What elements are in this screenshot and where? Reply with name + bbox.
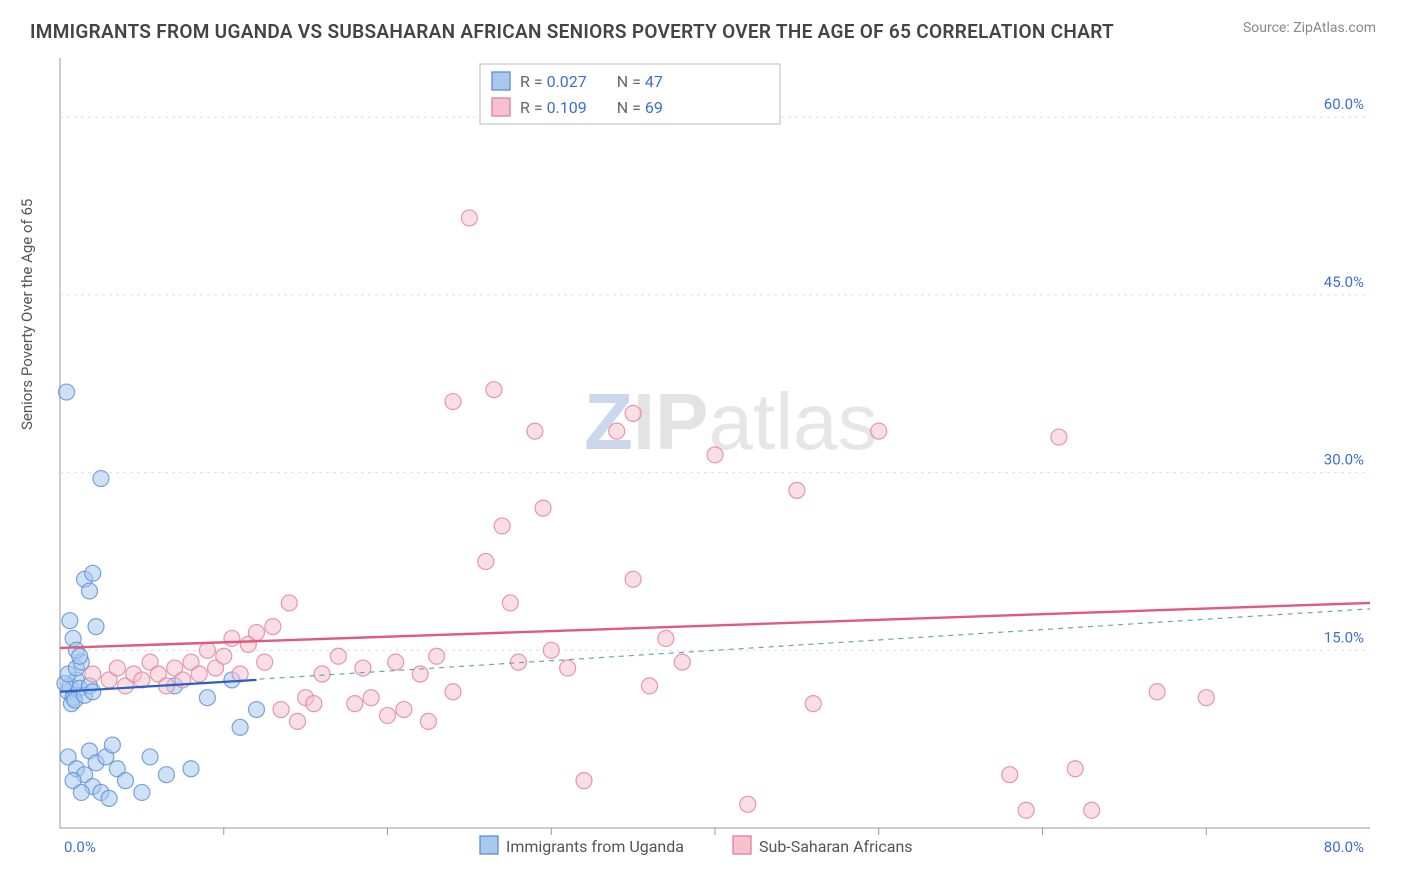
data-point (445, 684, 461, 700)
data-point (85, 666, 101, 682)
data-point (134, 784, 150, 800)
data-point (330, 648, 346, 664)
data-point (257, 654, 273, 670)
data-point (81, 583, 97, 599)
data-point (1018, 802, 1034, 818)
x-max-label: 80.0% (1324, 838, 1364, 856)
data-point (199, 690, 215, 706)
data-point (216, 648, 232, 664)
data-point (72, 648, 88, 664)
data-point (249, 702, 265, 718)
data-point (494, 518, 510, 534)
data-point (478, 553, 494, 569)
data-point (740, 796, 756, 812)
data-point (511, 654, 527, 670)
data-point (543, 642, 559, 658)
chart-title: IMMIGRANTS FROM UGANDA VS SUBSAHARAN AFR… (30, 20, 1114, 43)
data-point (265, 619, 281, 635)
data-point (249, 625, 265, 641)
data-point (363, 690, 379, 706)
chart-container: 15.0%30.0%45.0%60.0%ZIPatlasR = 0.027N =… (50, 58, 1406, 883)
data-point (388, 654, 404, 670)
y-tick-label: 60.0% (1324, 95, 1364, 113)
y-tick-label: 45.0% (1324, 273, 1364, 291)
legend-swatch (492, 98, 510, 116)
data-point (199, 642, 215, 658)
data-point (609, 423, 625, 439)
data-point (429, 648, 445, 664)
data-point (486, 382, 502, 398)
data-point (1198, 690, 1214, 706)
data-point (461, 210, 477, 226)
data-point (224, 630, 240, 646)
data-point (1002, 767, 1018, 783)
y-axis-label: Seniors Poverty Over the Age of 65 (18, 199, 36, 430)
legend-label: Sub-Saharan Africans (759, 837, 913, 856)
data-point (73, 784, 89, 800)
legend-swatch (480, 836, 498, 854)
data-point (306, 696, 322, 712)
data-point (347, 696, 363, 712)
y-tick-label: 30.0% (1324, 451, 1364, 469)
x-tick-label: 0.0% (64, 838, 96, 856)
data-point (1067, 761, 1083, 777)
data-point (502, 595, 518, 611)
data-point (396, 702, 412, 718)
data-point (118, 773, 134, 789)
source-attribution: Source: ZipAtlas.com (1243, 20, 1376, 36)
data-point (527, 423, 543, 439)
data-point (789, 482, 805, 498)
data-point (93, 471, 109, 487)
data-point (314, 666, 330, 682)
data-point (576, 773, 592, 789)
y-tick-label: 15.0% (1324, 628, 1364, 646)
data-point (101, 790, 117, 806)
watermark: ZIPatlas (584, 377, 877, 466)
legend-label: Immigrants from Uganda (506, 837, 684, 856)
data-point (871, 423, 887, 439)
data-point (1051, 429, 1067, 445)
data-point (104, 737, 120, 753)
data-point (85, 565, 101, 581)
data-point (191, 666, 207, 682)
data-point (535, 500, 551, 516)
legend-swatch (733, 836, 751, 854)
data-point (88, 619, 104, 635)
data-point (355, 660, 371, 676)
scatter-chart: 15.0%30.0%45.0%60.0%ZIPatlasR = 0.027N =… (50, 58, 1380, 883)
legend-swatch (492, 72, 510, 90)
data-point (707, 447, 723, 463)
data-point (281, 595, 297, 611)
data-point (642, 678, 658, 694)
data-point (62, 613, 78, 629)
data-point (158, 767, 174, 783)
data-point (1084, 802, 1100, 818)
data-point (625, 405, 641, 421)
data-point (109, 660, 125, 676)
data-point (625, 571, 641, 587)
data-point (59, 384, 75, 400)
data-point (674, 654, 690, 670)
data-point (232, 719, 248, 735)
data-point (142, 749, 158, 765)
data-point (658, 630, 674, 646)
data-point (420, 713, 436, 729)
data-point (1149, 684, 1165, 700)
data-point (380, 707, 396, 723)
data-point (445, 394, 461, 410)
data-point (289, 713, 305, 729)
data-point (273, 702, 289, 718)
data-point (85, 684, 101, 700)
data-point (183, 761, 199, 777)
data-point (805, 696, 821, 712)
data-point (560, 660, 576, 676)
